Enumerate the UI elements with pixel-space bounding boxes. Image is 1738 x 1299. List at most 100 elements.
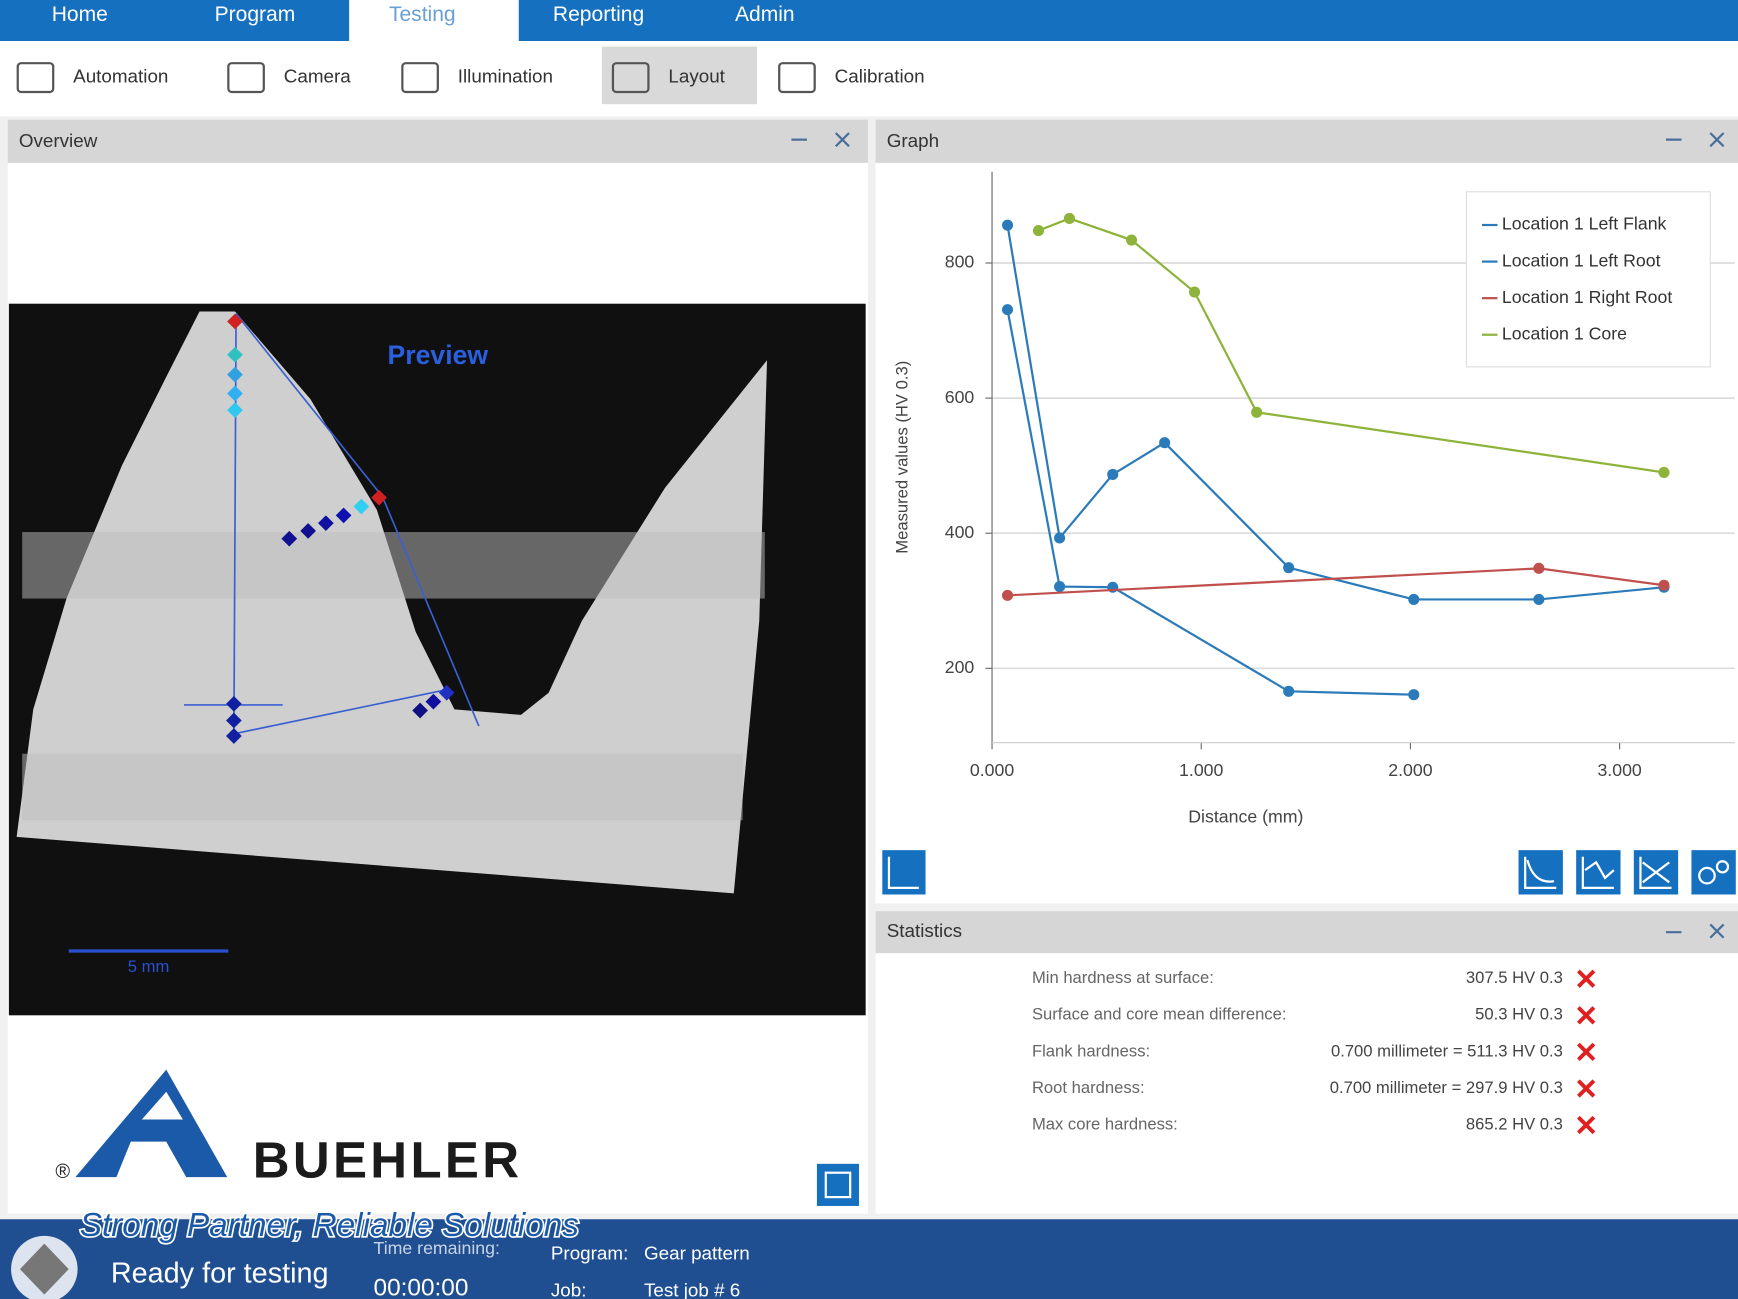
status-value: Test job # 6	[644, 1279, 740, 1299]
x-tick-label: 1.000	[1179, 760, 1223, 780]
panel-controls	[791, 132, 1725, 939]
data-point	[1533, 562, 1545, 574]
nav-tab-selected	[349, 0, 519, 42]
legend-box	[1465, 191, 1711, 368]
stat-label: Min hardness at surface:	[1032, 968, 1214, 987]
legend-label: Location 1 Left Flank	[1502, 214, 1667, 234]
status-icon-inner	[19, 1243, 69, 1295]
save-icon	[824, 1171, 852, 1199]
panel-header	[875, 119, 1738, 163]
stat-label: Max core hardness:	[1032, 1114, 1178, 1133]
nav-tab[interactable]: Program	[215, 3, 296, 26]
measure-lines	[183, 313, 480, 738]
statistics-table: Min hardness at surface: 307.5 HV 0.3 Surf…	[1032, 968, 1596, 1135]
panel-body	[875, 953, 1738, 1214]
panel-title: Overview	[19, 130, 98, 151]
scale-label: 5 mm	[128, 957, 170, 976]
data-point	[1283, 562, 1295, 574]
button-icons	[887, 856, 1730, 889]
toolbar-item[interactable]: Calibration	[835, 66, 925, 87]
x-tick-label: 2.000	[1388, 760, 1432, 780]
nav-tab[interactable]: Home	[52, 3, 108, 26]
chart: 200 400 600 800 0.000 1.000 2.000 3.000 Distance…	[893, 171, 1735, 827]
logo-brand: BUEHLER	[253, 1131, 523, 1188]
nav-bar	[0, 0, 1738, 42]
y-tick-label: 400	[945, 522, 975, 542]
data-point	[1408, 689, 1420, 701]
toolbar-item[interactable]: Layout	[668, 66, 725, 87]
panel-title: Statistics	[887, 920, 962, 941]
save-button[interactable]	[816, 1163, 860, 1206]
toolbar-icon	[778, 62, 816, 94]
data-point	[1159, 437, 1171, 449]
nav-tab[interactable]: Testing	[389, 3, 456, 26]
data-point	[1001, 304, 1014, 316]
stat-value: 0.700 millimeter = 511.3 HV 0.3	[1331, 1041, 1563, 1060]
logo-mark	[75, 1069, 228, 1178]
logo-registered: ®	[55, 1161, 70, 1183]
panel-header	[875, 911, 1738, 954]
stat-fail-icon	[1577, 1006, 1596, 1025]
toolbar-item[interactable]: Illumination	[458, 66, 553, 87]
data-point	[1533, 593, 1545, 605]
toolbar-selected	[601, 46, 758, 105]
panel-header	[7, 119, 868, 163]
navigation: Home Program Testing Reporting Admin Automati…	[16, 3, 925, 94]
stat-fail-icon	[1577, 1115, 1596, 1135]
data-point	[1032, 225, 1045, 237]
status-label: Job:	[551, 1279, 587, 1299]
specimen	[16, 311, 768, 894]
data-point	[1126, 234, 1138, 246]
stat-fail-icon	[1577, 1079, 1596, 1098]
toolbar-icon	[401, 62, 439, 94]
status-value: Gear pattern	[644, 1243, 750, 1264]
toolbar-icon	[16, 62, 55, 94]
preview-label: Preview	[388, 340, 489, 370]
legend-label: Location 1 Left Root	[1502, 250, 1661, 270]
nav-tab[interactable]: Reporting	[553, 3, 644, 26]
stat-fail-icon	[1577, 1042, 1596, 1062]
data-point	[1054, 532, 1066, 544]
stat-fail-icon	[1577, 969, 1596, 988]
data-point	[1001, 589, 1014, 601]
x-axis-label: Distance (mm)	[1188, 807, 1303, 827]
y-tick-label: 200	[945, 657, 975, 677]
status-label: Program:	[551, 1243, 628, 1264]
toolbar	[0, 41, 1738, 117]
specimen-band	[22, 532, 765, 599]
data-point	[1063, 212, 1075, 224]
status-bar	[0, 1219, 1738, 1299]
panel-title: Graph	[887, 130, 939, 151]
y-tick-label: 800	[945, 252, 975, 272]
status-label: Time remaining:	[374, 1238, 500, 1258]
data-point	[1658, 579, 1670, 591]
data-point	[1054, 581, 1066, 593]
status-time: 00:00:00	[374, 1275, 469, 1299]
stat-label: Surface and core mean difference:	[1032, 1005, 1287, 1024]
series-line	[1038, 217, 1665, 474]
data-point	[1188, 286, 1201, 298]
legend-label: Location 1 Right Root	[1502, 287, 1672, 307]
status-state: Ready for testing	[111, 1257, 329, 1289]
data-point	[1001, 219, 1014, 231]
data-point	[1408, 593, 1420, 605]
x-tick-label: 3.000	[1597, 760, 1641, 780]
legend-label: Location 1 Core	[1502, 323, 1627, 343]
data-point	[1283, 685, 1295, 697]
stat-label: Flank hardness:	[1032, 1041, 1150, 1060]
y-axis-label: Measured values (HV 0.3)	[893, 361, 912, 554]
stat-value: 50.3 HV 0.3	[1475, 1005, 1563, 1024]
stat-label: Root hardness:	[1032, 1078, 1145, 1097]
toolbar-icon	[227, 62, 265, 94]
indent-markers	[226, 313, 455, 744]
x-tick-label: 0.000	[970, 760, 1014, 780]
y-tick-label: 600	[945, 387, 975, 407]
stat-value: 865.2 HV 0.3	[1466, 1114, 1563, 1133]
data-point	[1658, 466, 1670, 478]
toolbar-item[interactable]: Camera	[284, 66, 351, 87]
nav-tab[interactable]: Admin	[735, 3, 795, 26]
toolbar-icon	[611, 62, 650, 94]
toolbar-item[interactable]: Automation	[73, 66, 168, 87]
